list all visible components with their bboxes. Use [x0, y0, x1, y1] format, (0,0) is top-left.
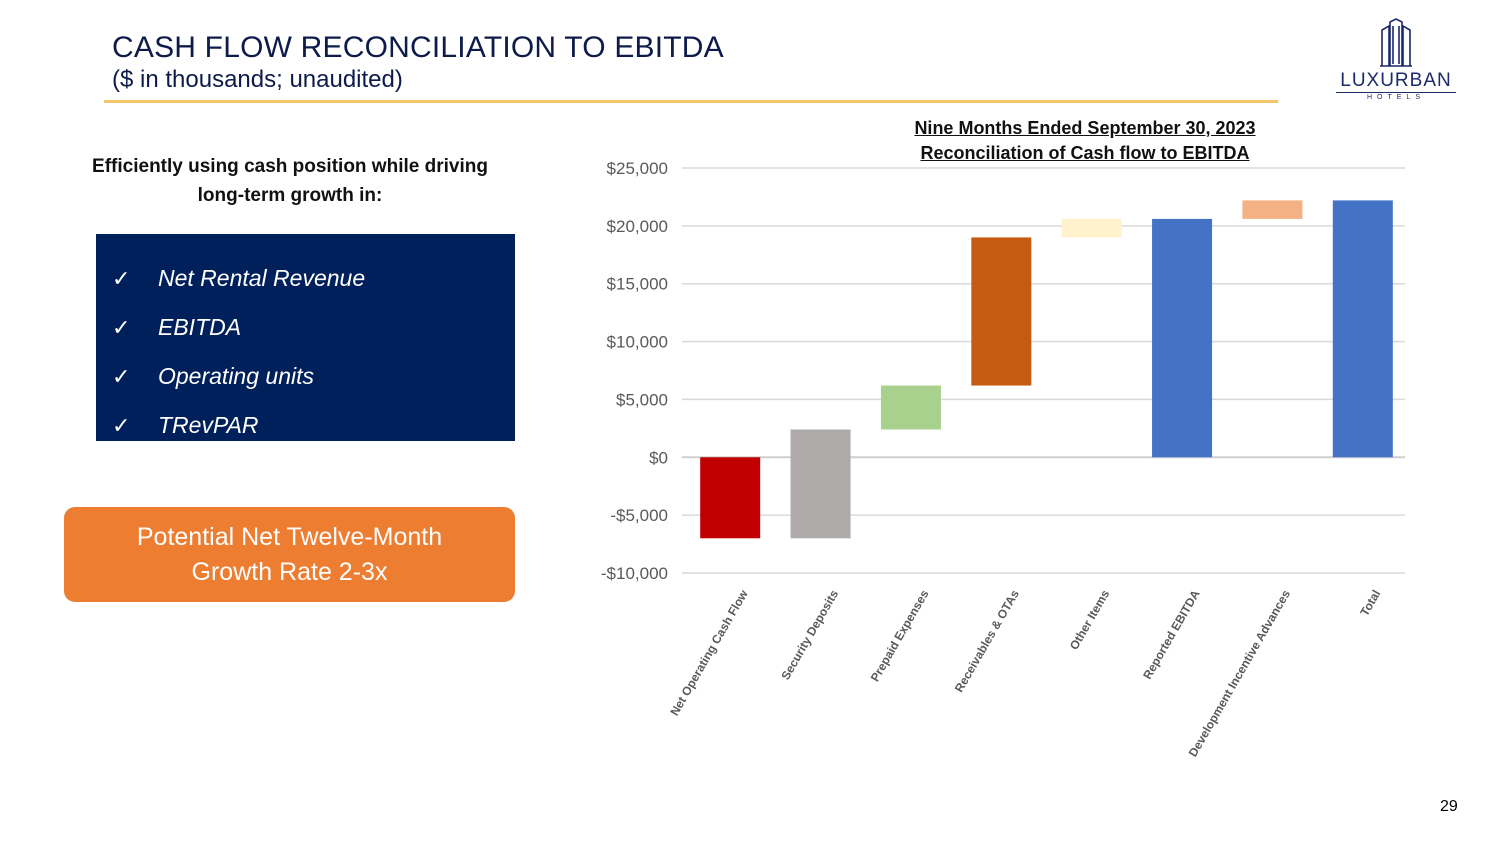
waterfall-bar: [880, 385, 941, 430]
list-item-label: EBITDA: [158, 314, 242, 340]
waterfall-bar: [1152, 218, 1213, 458]
checkmark-icon: ✓: [112, 265, 131, 291]
logo-wordmark: LUXURBAN: [1340, 70, 1452, 91]
checkmark-icon: ✓: [112, 363, 131, 389]
page-subtitle: ($ in thousands; unaudited): [112, 66, 403, 93]
list-item: ✓ EBITDA: [112, 303, 515, 352]
x-category-label: Other Items: [1067, 587, 1113, 652]
waterfall-bar: [1332, 200, 1393, 458]
page-number: 29: [1440, 798, 1458, 815]
intro-text: Efficiently using cash position while dr…: [70, 152, 510, 210]
waterfall-bar: [971, 237, 1032, 386]
y-tick-label: $25,000: [607, 159, 668, 178]
y-tick-label: -$5,000: [610, 506, 668, 525]
list-item-label: TRevPAR: [158, 412, 259, 438]
chart-title-line-2: Reconciliation of Cash flow to EBITDA: [920, 143, 1250, 163]
chart-title-line-1: Nine Months Ended September 30, 2023: [914, 118, 1256, 138]
y-tick-label: $15,000: [607, 275, 668, 294]
intro-line-2: long-term growth in:: [197, 185, 383, 206]
callout-line-1: Potential Net Twelve-Month: [136, 522, 443, 551]
waterfall-bar: [700, 457, 761, 539]
title-divider: [104, 100, 1278, 103]
x-category-label: Development Incentive Advances: [1186, 587, 1293, 759]
page-title: CASH FLOW RECONCILIATION TO EBITDA: [112, 31, 724, 64]
y-tick-label: $20,000: [607, 217, 668, 236]
list-item-label: Operating units: [158, 363, 314, 389]
growth-rate-callout: Potential Net Twelve-Month Growth Rate 2…: [64, 507, 515, 602]
x-category-label: Receivables & OTAs: [952, 587, 1022, 695]
x-category-label: Total: [1357, 588, 1383, 619]
company-logo: LUXURBAN HOTELS: [1330, 18, 1462, 104]
waterfall-bar: [1242, 200, 1303, 219]
x-category-label: Net Operating Cash Flow: [667, 587, 751, 718]
chart-title: Nine Months Ended September 30, 2023 Rec…: [880, 116, 1290, 166]
title-block: CASH FLOW RECONCILIATION TO EBITDA ($ in…: [112, 30, 724, 94]
waterfall-bar: [790, 429, 851, 539]
y-tick-label: $5,000: [616, 390, 668, 409]
growth-drivers-box: ✓ Net Rental Revenue ✓ EBITDA ✓ Operating u…: [96, 234, 515, 441]
x-category-label: Prepaid Expenses: [868, 587, 932, 684]
y-tick-label: $0: [649, 448, 668, 467]
building-logo-icon: [1380, 18, 1412, 67]
x-category-label: Reported EBITDA: [1140, 587, 1203, 681]
checkmark-icon: ✓: [112, 412, 131, 438]
callout-line-2: Growth Rate 2-3x: [191, 557, 388, 586]
waterfall-chart: $25,000 $20,000 $15,000 $10,000 $5,000 $0 -$5,…: [601, 159, 1405, 759]
intro-line-1: Efficiently using cash position while dr…: [92, 156, 488, 177]
logo-divider: [1336, 92, 1456, 93]
waterfall-bar: [1061, 218, 1122, 238]
list-item: ✓ TRevPAR: [112, 401, 515, 450]
logo-tagline: HOTELS: [1366, 94, 1425, 101]
list-item: ✓ Net Rental Revenue: [112, 254, 515, 303]
list-item-label: Net Rental Revenue: [158, 265, 366, 291]
checkmark-icon: ✓: [112, 314, 131, 340]
list-item: ✓ Operating units: [112, 352, 515, 401]
y-tick-label: $10,000: [607, 333, 668, 352]
x-category-label: Security Deposits: [778, 587, 841, 682]
y-tick-label: -$10,000: [601, 564, 668, 583]
growth-drivers-list: ✓ Net Rental Revenue ✓ EBITDA ✓ Operating u…: [96, 234, 515, 450]
